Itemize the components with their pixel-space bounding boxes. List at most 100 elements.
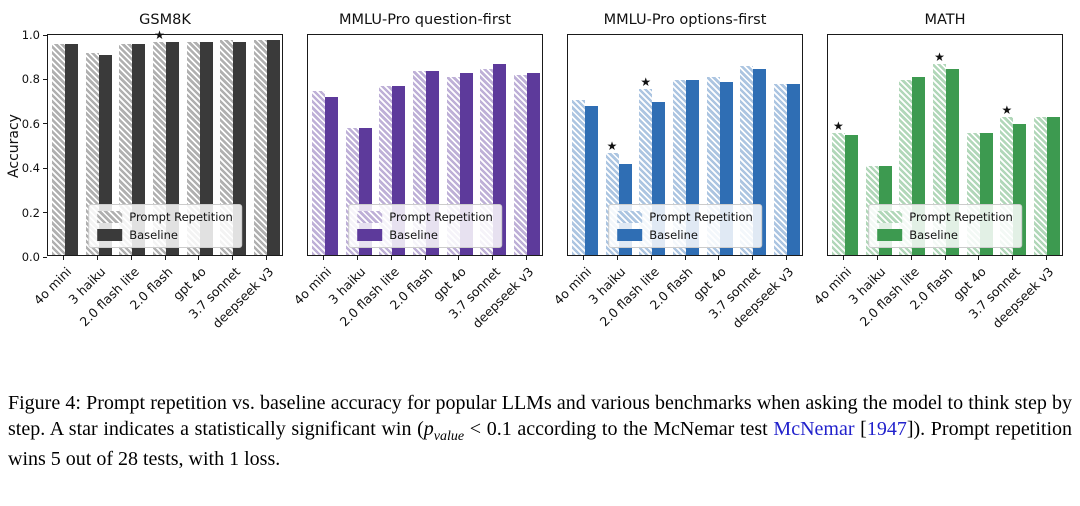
x-tick-mark — [910, 256, 912, 260]
x-tick-label: 4o mini — [810, 264, 855, 308]
x-tick-mark — [751, 256, 753, 260]
x-axis-labels: 4o mini 3 haiku 2.0 flash lite 2.0 flash gpt… — [291, 256, 543, 354]
x-tick-mark — [843, 256, 845, 260]
y-tick-mark — [43, 167, 47, 169]
bar-baseline — [324, 97, 338, 255]
y-tick-mark — [43, 212, 47, 214]
x-tick-mark — [357, 256, 359, 260]
x-tick-mark — [978, 256, 980, 260]
legend: Prompt Repetition Baseline — [348, 204, 502, 248]
legend-swatch-baseline — [357, 229, 383, 241]
x-tick-mark — [231, 256, 233, 260]
bar-baseline — [527, 72, 541, 255]
x-tick-label: 4o mini — [290, 264, 335, 308]
significance-star: ★ — [832, 118, 844, 133]
x-axis-labels: 4o mini 3 haiku 2.0 flash lite 2.0 flash gpt… — [811, 256, 1063, 354]
significance-star: ★ — [154, 27, 165, 42]
legend-entry: Baseline — [877, 228, 1013, 242]
chart-title: GSM8K — [139, 12, 191, 28]
bar-prompt-repetition — [774, 84, 788, 255]
x-tick-mark — [1045, 256, 1047, 260]
legend-swatch-baseline — [617, 229, 643, 241]
x-tick-mark — [877, 256, 879, 260]
x-tick-mark — [323, 256, 325, 260]
bar-baseline — [844, 135, 858, 255]
caption-text: [ — [854, 418, 867, 440]
legend: Prompt Repetition Baseline — [608, 204, 762, 248]
x-tick-mark — [785, 256, 787, 260]
y-tick-label: 0.6 — [21, 116, 40, 131]
legend-entry: Prompt Repetition — [617, 210, 753, 224]
y-tick-mark — [43, 256, 47, 258]
bar-baseline — [166, 41, 179, 255]
x-tick-mark — [164, 256, 166, 260]
caption-text: Figure 4: Prompt repetition vs. baseline… — [8, 392, 1072, 440]
subplot-mmlu-pro-question-first: MMLU-Pro question-first Prompt Repetition… — [291, 12, 543, 354]
significance-star: ★ — [934, 50, 945, 65]
significance-star: ★ — [1001, 103, 1013, 118]
x-tick-mark — [265, 256, 267, 260]
figure-page: Accuracy GSM8K 1.0 0.8 0.6 0.4 0.2 0.0 ★ Prompt … — [6, 12, 1072, 472]
plot-area: ★ ★ ★ Prompt Repetition Baseline — [827, 34, 1063, 256]
bar-prompt-repetition — [831, 132, 845, 255]
significance-star: ★ — [640, 74, 652, 89]
legend-entry: Baseline — [357, 228, 493, 242]
x-tick-mark — [684, 256, 686, 260]
y-tick-mark — [43, 78, 47, 80]
bar-prompt-repetition — [571, 99, 585, 255]
caption-text: < 0.1 according to the McNemar test — [464, 418, 774, 440]
bar-prompt-repetition — [220, 39, 234, 255]
legend-entry: Prompt Repetition — [97, 210, 233, 224]
x-tick-mark — [583, 256, 585, 260]
legend: Prompt Repetition Baseline — [868, 204, 1022, 248]
y-tick-label: 0.8 — [21, 72, 40, 87]
bar-baseline — [584, 106, 598, 255]
caption-text: value — [433, 429, 465, 444]
legend-swatch-prompt-repetition — [97, 211, 123, 223]
y-tick-label: 0.4 — [21, 161, 40, 176]
y-tick-label: 1.0 — [21, 28, 40, 42]
plot-area: 1.0 0.8 0.6 0.4 0.2 0.0 ★ Prompt Repetition Base… — [22, 28, 283, 264]
legend-entry: Baseline — [97, 228, 233, 242]
x-tick-mark — [424, 256, 426, 260]
legend-label: Prompt Repetition — [129, 210, 233, 224]
caption-text: p — [423, 418, 434, 440]
x-tick-label: 4o mini — [550, 264, 595, 308]
x-tick-mark — [97, 256, 99, 260]
legend-label: Baseline — [129, 228, 178, 242]
bar-prompt-repetition — [186, 41, 200, 255]
chart-title: MMLU-Pro question-first — [338, 12, 512, 28]
legend-entry: Prompt Repetition — [357, 210, 493, 224]
subplot-math: MATH ★ ★ ★ Prompt Repetition Baseline 4o mini 3… — [811, 12, 1063, 354]
chart-title: MATH — [924, 12, 966, 28]
legend-swatch-baseline — [97, 229, 123, 241]
x-tick-mark — [390, 256, 392, 260]
plot-area: ★ ★ Prompt Repetition Baseline — [567, 34, 803, 256]
bar-baseline — [64, 44, 78, 255]
y-tick-label: 0.2 — [21, 205, 40, 220]
legend-label: Baseline — [909, 228, 958, 242]
charts-row: Accuracy GSM8K 1.0 0.8 0.6 0.4 0.2 0.0 ★ Prompt … — [6, 12, 1063, 354]
legend-swatch-prompt-repetition — [877, 211, 903, 223]
bar-baseline — [132, 44, 146, 255]
citation-link[interactable]: McNemar — [773, 418, 855, 440]
bar-prompt-repetition — [1034, 117, 1048, 255]
bar-baseline — [267, 39, 281, 255]
x-tick-mark — [650, 256, 652, 260]
x-tick-mark — [617, 256, 619, 260]
bar-baseline — [233, 41, 247, 255]
x-tick-mark — [130, 256, 132, 260]
legend-label: Prompt Repetition — [649, 210, 753, 224]
x-axis-labels: 4o mini 3 haiku 2.0 flash lite 2.0 flash gpt… — [551, 256, 803, 354]
figure-caption: Figure 4: Prompt repetition vs. baseline… — [8, 390, 1072, 472]
subplot-mmlu-pro-options-first: MMLU-Pro options-first ★ ★ Prompt Repetitio… — [551, 12, 803, 354]
y-tick-mark — [43, 123, 47, 125]
legend-entry: Prompt Repetition — [877, 210, 1013, 224]
citation-link[interactable]: 1947 — [866, 418, 907, 440]
legend-label: Prompt Repetition — [909, 210, 1013, 224]
legend-label: Prompt Repetition — [389, 210, 493, 224]
significance-star: ★ — [606, 138, 618, 153]
bar-prompt-repetition — [514, 75, 528, 255]
bar-prompt-repetition — [254, 39, 268, 255]
legend-swatch-prompt-repetition — [357, 211, 383, 223]
